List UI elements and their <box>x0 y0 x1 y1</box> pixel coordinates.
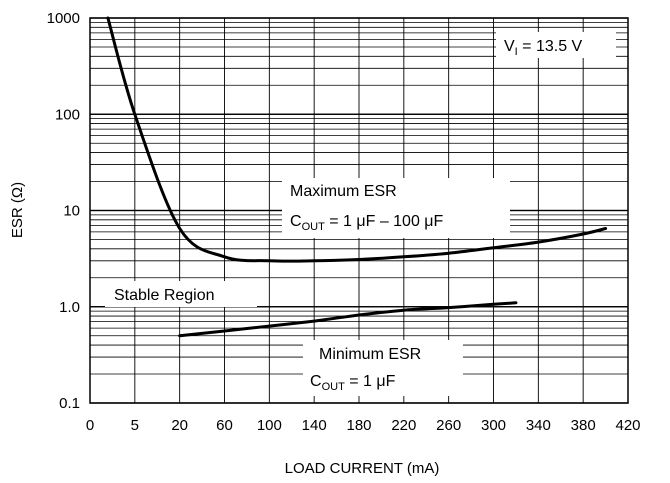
x-tick-label: 100 <box>257 417 282 434</box>
y-tick-label: 1000 <box>47 10 80 27</box>
x-tick-label: 300 <box>481 417 506 434</box>
y-tick-label: 100 <box>55 106 80 123</box>
max-esr-label: Maximum ESR <box>290 183 397 200</box>
vi-label-bg <box>496 32 616 58</box>
x-tick-label: 60 <box>216 417 233 434</box>
x-tick-label: 0 <box>86 417 94 434</box>
max-label-bg <box>282 178 510 238</box>
y-tick-labels: 0.1 1.0 10 100 1000 <box>47 10 80 412</box>
x-tick-label: 180 <box>346 417 371 434</box>
y-tick-label: 10 <box>63 203 80 220</box>
x-tick-labels: 0 5 20 60 100 140 180 220 260 300 340 380 420 <box>86 417 641 434</box>
x-tick-label: 20 <box>171 417 188 434</box>
curves <box>106 16 608 338</box>
stable-label-bg <box>105 281 257 307</box>
min-esr-cout: COUT = 1 μF <box>310 373 396 393</box>
min-esr-label: Minimum ESR <box>319 346 421 363</box>
plot-frame <box>89 17 629 404</box>
x-tick-label: 420 <box>615 417 640 434</box>
x-tick-label: 380 <box>571 417 596 434</box>
x-axis-title: LOAD CURRENT (mA) <box>285 460 440 477</box>
y-tick-label: 0.1 <box>59 395 80 412</box>
min-esr-curve <box>178 301 518 338</box>
x-tick-label: 260 <box>436 417 461 434</box>
x-tick-label: 140 <box>302 417 327 434</box>
min-label-bg <box>303 340 463 396</box>
y-axis-title: ESR (Ω) <box>9 182 26 238</box>
max-esr-curve <box>106 16 608 263</box>
stable-region-label: Stable Region <box>114 287 215 304</box>
vi-annotation: VI = 13.5 V <box>504 38 583 58</box>
x-tick-label: 5 <box>131 417 139 434</box>
max-esr-cout: COUT = 1 μF – 100 μF <box>290 213 444 233</box>
y-tick-label: 1.0 <box>59 299 80 316</box>
x-tick-label: 340 <box>526 417 551 434</box>
x-tick-label: 220 <box>391 417 416 434</box>
